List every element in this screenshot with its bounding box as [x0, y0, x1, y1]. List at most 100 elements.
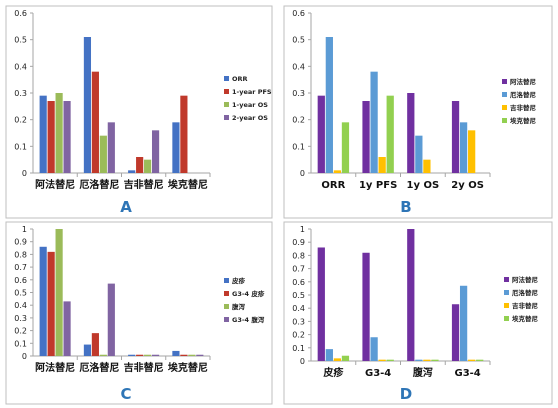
- y-tick-label: 0.5: [292, 291, 305, 300]
- y-tick-label: 0.3: [14, 314, 27, 323]
- panel-frame: [283, 221, 553, 405]
- bar-a-s3-c0: [63, 101, 71, 173]
- legend-swatch: [502, 92, 507, 97]
- y-tick-label: 0.3: [292, 317, 305, 326]
- x-category-label: 厄洛替尼: [79, 178, 119, 191]
- bar-d-s2-c1: [378, 359, 386, 361]
- legend-swatch: [504, 290, 509, 295]
- y-tick-label: 0.5: [292, 36, 305, 45]
- y-tick-label: 0.2: [14, 327, 27, 336]
- bar-a-s2-c0: [55, 93, 63, 173]
- legend-swatch: [224, 317, 229, 322]
- bar-d-s1-c0: [325, 349, 333, 361]
- bar-b-s2-c0: [333, 170, 342, 173]
- y-tick-label: 0.6: [292, 9, 305, 18]
- legend-swatch: [504, 316, 509, 321]
- x-category-label: 埃克替尼: [168, 361, 208, 374]
- bar-b-s2-c1: [378, 157, 386, 173]
- chart-panel-c: 0 0.1 0.2 0.3 0.4 0.5 0.6 0.7 0.8 0.9 1 阿法替尼 厄洛替尼 吉非替…: [5, 221, 273, 405]
- bar-a-s3-c2: [151, 130, 160, 173]
- bar-d-s0-c3: [451, 304, 460, 361]
- legend-label: 腹泻: [231, 302, 246, 311]
- legend-label: 厄洛替尼: [510, 90, 537, 99]
- x-category-label: 阿法替尼: [35, 361, 75, 374]
- bar-c-s2-c3: [188, 354, 196, 356]
- legend-label: 埃克替尼: [510, 116, 537, 125]
- y-tick-label: 0: [22, 169, 27, 178]
- y-tick-label: 0.1: [14, 339, 27, 348]
- legend-label: ORR: [232, 75, 248, 83]
- bar-a-s1-c0: [47, 101, 55, 173]
- bar-c-s2-c2: [144, 354, 152, 356]
- bar-c-s0-c1: [83, 344, 92, 356]
- bar-d-s0-c1: [362, 252, 370, 361]
- x-category-label: ORR: [321, 180, 345, 191]
- y-tick-label: 0.6: [292, 278, 305, 287]
- y-tick-label: 0.4: [292, 62, 305, 71]
- y-tick-label: 0.4: [14, 62, 27, 71]
- legend-swatch: [224, 102, 229, 107]
- x-category-label: 吉非替尼: [124, 361, 164, 374]
- bar-b-s1-c2: [415, 135, 423, 173]
- bar-c-s1-c2: [136, 354, 144, 356]
- y-tick-label: 0.2: [292, 116, 305, 125]
- x-category-label: G3-4: [365, 368, 391, 379]
- bar-b-s2-c3: [468, 130, 476, 173]
- bar-c-s1-c1: [91, 333, 99, 356]
- bar-b-s0-c1: [362, 101, 370, 173]
- bar-d-s0-c2: [407, 229, 415, 361]
- legend-swatch: [224, 278, 229, 283]
- bar-c-s1-c3: [180, 354, 188, 356]
- legend-swatch: [504, 303, 509, 308]
- bar-b-s1-c3: [459, 122, 468, 173]
- bar-a-s0-c3: [172, 122, 180, 173]
- y-tick-label: 0.4: [14, 301, 27, 310]
- x-category-label: 厄洛替尼: [79, 361, 119, 374]
- y-tick-label: 0.6: [14, 9, 27, 18]
- y-tick-label: 1: [22, 225, 27, 234]
- legend-swatch: [502, 118, 507, 123]
- y-tick-label: 0.4: [292, 304, 305, 313]
- y-tick-label: 0: [22, 352, 27, 361]
- y-tick-label: 0.6: [14, 276, 27, 285]
- bar-c-s0-c0: [39, 246, 47, 356]
- y-tick-label: 0.1: [292, 344, 305, 353]
- x-category-label: 1y PFS: [359, 180, 397, 191]
- y-tick-label: 0.2: [292, 331, 305, 340]
- legend-swatch: [502, 79, 507, 84]
- bar-a-s0-c1: [83, 37, 92, 173]
- y-tick-label: 0.7: [14, 263, 27, 272]
- x-category-label: 1y OS: [407, 180, 440, 191]
- legend-label: 吉非替尼: [512, 301, 539, 310]
- x-category-label: 皮疹: [322, 366, 344, 379]
- x-category-label: 吉非替尼: [124, 178, 164, 191]
- legend-label: 阿法替尼: [512, 275, 539, 284]
- bar-c-s2-c1: [99, 354, 107, 356]
- bar-c-s3-c0: [63, 301, 71, 356]
- y-tick-label: 0.3: [292, 89, 305, 98]
- bar-d-s1-c3: [459, 285, 468, 361]
- chart-panel-d: 0 0.1 0.2 0.3 0.4 0.5 0.6 0.7 0.8 0.9 1 皮疹 G3-4 腹泻 G3-…: [283, 221, 553, 405]
- bar-d-s3-c3: [476, 359, 484, 361]
- panel-letter: C: [120, 385, 131, 403]
- bar-b-s0-c2: [407, 93, 415, 173]
- bar-b-s0-c0: [317, 95, 325, 173]
- legend-swatch: [502, 105, 507, 110]
- legend-swatch: [224, 291, 229, 296]
- y-tick-label: 0.7: [292, 265, 305, 274]
- y-tick-label: 0.9: [292, 238, 305, 247]
- x-category-label: G3-4: [454, 368, 480, 379]
- x-category-label: 2y OS: [451, 180, 484, 191]
- y-tick-label: 0.1: [14, 142, 27, 151]
- legend-label: G3-4 皮疹: [232, 289, 265, 298]
- bar-c-s1-c0: [47, 251, 55, 356]
- bar-a-s0-c2: [128, 170, 136, 173]
- bar-c-s0-c2: [128, 354, 136, 356]
- bar-c-s2-c0: [55, 229, 63, 356]
- legend-label: 阿法替尼: [510, 77, 537, 86]
- bar-b-s3-c0: [341, 122, 350, 173]
- legend-swatch: [224, 89, 229, 94]
- bar-c-s3-c1: [107, 283, 115, 356]
- y-tick-label: 0.3: [14, 89, 27, 98]
